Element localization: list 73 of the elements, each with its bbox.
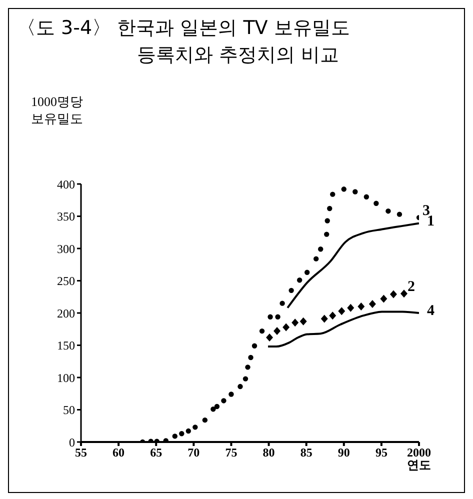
point bbox=[338, 307, 346, 316]
point bbox=[358, 302, 365, 311]
point bbox=[292, 318, 299, 327]
y-tick-label: 200 bbox=[57, 306, 75, 320]
point bbox=[347, 304, 354, 312]
series-label: 2 bbox=[407, 279, 415, 296]
point bbox=[374, 200, 379, 206]
point bbox=[228, 392, 234, 397]
point bbox=[324, 218, 330, 224]
y-tick-label: 350 bbox=[57, 210, 75, 224]
x-tick-label: 85 bbox=[300, 446, 312, 460]
x-tick-label: 75 bbox=[225, 446, 238, 460]
point bbox=[329, 312, 336, 320]
point bbox=[304, 270, 310, 275]
point bbox=[368, 300, 376, 308]
point bbox=[400, 290, 408, 298]
point bbox=[266, 334, 274, 342]
y-tick-label: 150 bbox=[57, 338, 75, 353]
point bbox=[210, 406, 216, 412]
y-axis-title: 1000명당 보유밀도 bbox=[31, 93, 83, 127]
point bbox=[300, 317, 307, 326]
point bbox=[288, 288, 294, 294]
point bbox=[242, 376, 248, 382]
line-series bbox=[286, 222, 419, 309]
point bbox=[352, 189, 358, 194]
x-tick-label: 90 bbox=[338, 446, 350, 460]
point bbox=[280, 300, 285, 306]
x-tick-label: 70 bbox=[188, 446, 200, 460]
point bbox=[221, 398, 226, 404]
series-label: 4 bbox=[427, 303, 435, 319]
point bbox=[238, 384, 243, 390]
x-tick-label: 95 bbox=[375, 446, 388, 460]
x-tick-label: 80 bbox=[262, 446, 275, 460]
y-tick-label: 100 bbox=[57, 370, 75, 385]
point bbox=[324, 232, 330, 237]
point bbox=[259, 328, 265, 334]
x-axis-title: 연도 bbox=[407, 457, 431, 474]
point bbox=[202, 417, 208, 423]
point bbox=[214, 404, 220, 410]
point bbox=[318, 246, 324, 252]
point bbox=[320, 314, 328, 323]
point bbox=[327, 206, 332, 212]
y-tick-label: 300 bbox=[57, 242, 75, 256]
point bbox=[245, 364, 250, 370]
point bbox=[330, 192, 336, 197]
point bbox=[186, 428, 192, 434]
y-tick-label: 50 bbox=[63, 403, 75, 418]
point bbox=[192, 424, 198, 430]
y-tick-label: 250 bbox=[57, 274, 75, 288]
point bbox=[282, 323, 290, 332]
point bbox=[380, 294, 388, 303]
point bbox=[296, 278, 302, 283]
point bbox=[179, 431, 184, 436]
point bbox=[314, 256, 319, 262]
point bbox=[364, 194, 370, 200]
x-tick-label: 65 bbox=[150, 446, 162, 460]
point bbox=[396, 212, 402, 217]
x-tick-label: 2000 bbox=[407, 446, 431, 460]
point bbox=[268, 314, 273, 320]
point bbox=[386, 208, 391, 214]
point bbox=[172, 434, 178, 439]
x-tick-label: 55 bbox=[75, 446, 87, 460]
chart-title: 〈도 3-4〉 한국과 일본의 TV 보유밀도 등록치와 추정치의 비교 bbox=[17, 16, 350, 68]
line-series bbox=[267, 310, 419, 348]
point bbox=[341, 186, 346, 192]
point bbox=[274, 327, 281, 336]
y-tick-label: 400 bbox=[57, 177, 75, 192]
point bbox=[275, 314, 280, 320]
point bbox=[252, 343, 258, 348]
point bbox=[390, 290, 397, 298]
y-tick-label: 0 bbox=[69, 435, 75, 450]
point bbox=[248, 354, 254, 360]
x-tick-label: 60 bbox=[112, 446, 125, 460]
